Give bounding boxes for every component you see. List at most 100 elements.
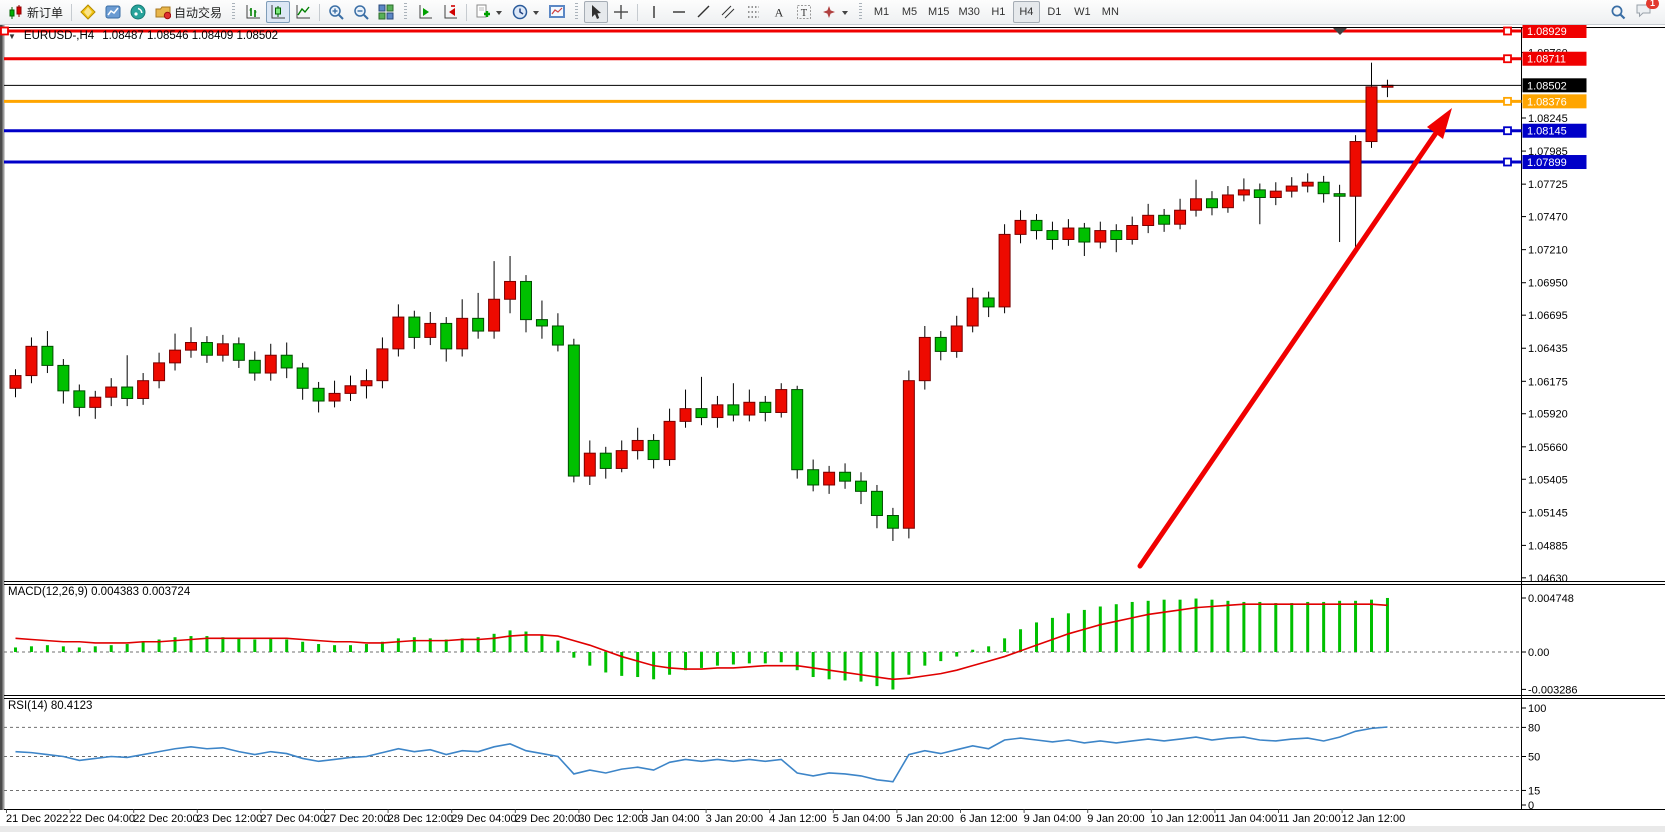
autotrading-button[interactable]: 自动交易: [151, 1, 226, 23]
fibonacci-tool-button[interactable]: [742, 1, 766, 23]
axis-label: 1.05405: [1528, 474, 1568, 486]
shapes-dropdown-icon[interactable]: [840, 5, 849, 19]
toolbar-right: 1: [1610, 0, 1661, 23]
cursor-icon: [592, 5, 602, 19]
candle: [1349, 141, 1362, 197]
candle: [1030, 219, 1043, 232]
level-line-handle[interactable]: [1503, 157, 1512, 167]
chart-symbol-period: EURUSD-,H4: [23, 30, 95, 42]
zoom-out-button[interactable]: [349, 1, 373, 23]
toolbar-separator: [71, 3, 73, 21]
line-chart-button[interactable]: [291, 1, 315, 23]
new-order-button[interactable]: 新订单: [4, 1, 67, 23]
axis-label: 9 Jan 20:00: [1087, 813, 1145, 825]
toolbar-separator: [319, 3, 321, 21]
periods-dropdown-icon[interactable]: [531, 5, 540, 19]
level-line-handle[interactable]: [1503, 96, 1512, 106]
candlestick-chart-button[interactable]: [266, 1, 291, 23]
tab-timeframe-M5[interactable]: M5: [896, 1, 923, 23]
candle: [41, 345, 54, 366]
candle: [567, 344, 580, 477]
horizontal-line-tool-button[interactable]: [667, 1, 691, 23]
candle: [950, 325, 963, 352]
shapes-tool-button[interactable]: [817, 1, 853, 23]
axis-label: 11 Jan 04:00: [1214, 813, 1277, 825]
notification-badge: 1: [1645, 0, 1659, 9]
candle: [264, 354, 277, 374]
level-line-handle[interactable]: [0, 26, 9, 36]
axis-label: 1.04630: [1528, 573, 1568, 585]
trend-arrow-shaft[interactable]: [1137, 130, 1439, 569]
level-line-handle[interactable]: [1503, 26, 1512, 36]
new-chart-dropdown-icon[interactable]: [494, 5, 503, 19]
profile-next-button[interactable]: [413, 1, 437, 23]
candle: [1174, 209, 1187, 225]
candle: [504, 280, 517, 300]
equidistant-channel-icon: [721, 5, 735, 19]
equidistant-channel-tool-button[interactable]: [717, 1, 741, 23]
chart-title: ▼ EURUSD-,H4 1.08487 1.08546 1.08409 1.0…: [8, 30, 278, 42]
candle: [344, 385, 357, 394]
left-panel-edge-light: [2, 25, 5, 810]
axis-label: 1.08245: [1528, 113, 1568, 125]
notifications-button[interactable]: 1: [1635, 0, 1659, 23]
candle: [519, 280, 532, 321]
vertical-line-tool-button[interactable]: [642, 1, 666, 23]
tab-timeframe-M1[interactable]: M1: [868, 1, 895, 23]
chart-shift-marker[interactable]: [1333, 28, 1347, 35]
new-chart-button[interactable]: [471, 1, 507, 23]
chart-title-marker-icon[interactable]: ▼: [8, 31, 16, 41]
line-chart-icon: [296, 5, 311, 19]
text-tool-button[interactable]: A: [767, 1, 791, 23]
chart-template-button[interactable]: [545, 1, 569, 23]
styler-button[interactable]: [76, 1, 100, 23]
candle: [966, 297, 979, 327]
axis-label: 4 Jan 12:00: [769, 813, 827, 825]
tab-timeframe-H1[interactable]: H1: [985, 1, 1012, 23]
tab-timeframe-W1[interactable]: W1: [1069, 1, 1096, 23]
candle: [57, 364, 70, 392]
tab-timeframe-D1[interactable]: D1: [1041, 1, 1068, 23]
crosshair-icon: [614, 5, 629, 19]
candle: [551, 325, 564, 346]
tab-timeframe-M15[interactable]: M15: [924, 1, 953, 23]
level-line-handle[interactable]: [1503, 54, 1512, 64]
profile-previous-button[interactable]: [438, 1, 462, 23]
tile-windows-button[interactable]: [374, 1, 398, 23]
tab-timeframe-MN[interactable]: MN: [1097, 1, 1124, 23]
bar-chart-button[interactable]: [241, 1, 265, 23]
tile-windows-icon: [378, 4, 394, 20]
candle: [1365, 86, 1378, 143]
candle: [1253, 189, 1266, 199]
periods-clock-button[interactable]: [508, 1, 544, 23]
tab-timeframe-H4[interactable]: H4: [1012, 1, 1040, 23]
axis-label: 5 Jan 04:00: [833, 813, 891, 825]
axis-label: 15: [1528, 785, 1540, 797]
trend-arrow-head[interactable]: [1427, 108, 1452, 139]
candle: [280, 354, 293, 369]
axis-label: 1.07725: [1528, 179, 1568, 191]
candle: [488, 298, 501, 332]
candle: [982, 297, 995, 308]
price-badge: [1522, 94, 1587, 109]
signals-button[interactable]: [126, 1, 150, 23]
clock-icon: [512, 4, 528, 20]
axis-label: 10 Jan 12:00: [1151, 813, 1215, 825]
candle: [583, 452, 596, 477]
level-line-handle[interactable]: [1503, 126, 1512, 136]
market-watch-button[interactable]: [101, 1, 125, 23]
trendline-tool-button[interactable]: [692, 1, 716, 23]
tab-timeframe-M30[interactable]: M30: [954, 1, 983, 23]
candle: [1014, 219, 1027, 235]
crosshair-tool-button[interactable]: [609, 1, 633, 23]
autotrading-label: 自动交易: [174, 5, 223, 20]
search-icon[interactable]: [1610, 4, 1627, 21]
left-panel-edge[interactable]: [0, 25, 3, 810]
macd-indicator-label: MACD(12,26,9) 0.004383 0.003724: [8, 586, 191, 598]
cursor-tool-button[interactable]: [584, 1, 609, 23]
zoom-in-button[interactable]: [324, 1, 348, 23]
text-label-tool-button[interactable]: T: [792, 1, 816, 23]
shapes-icon: [823, 6, 836, 18]
candle: [169, 349, 182, 364]
